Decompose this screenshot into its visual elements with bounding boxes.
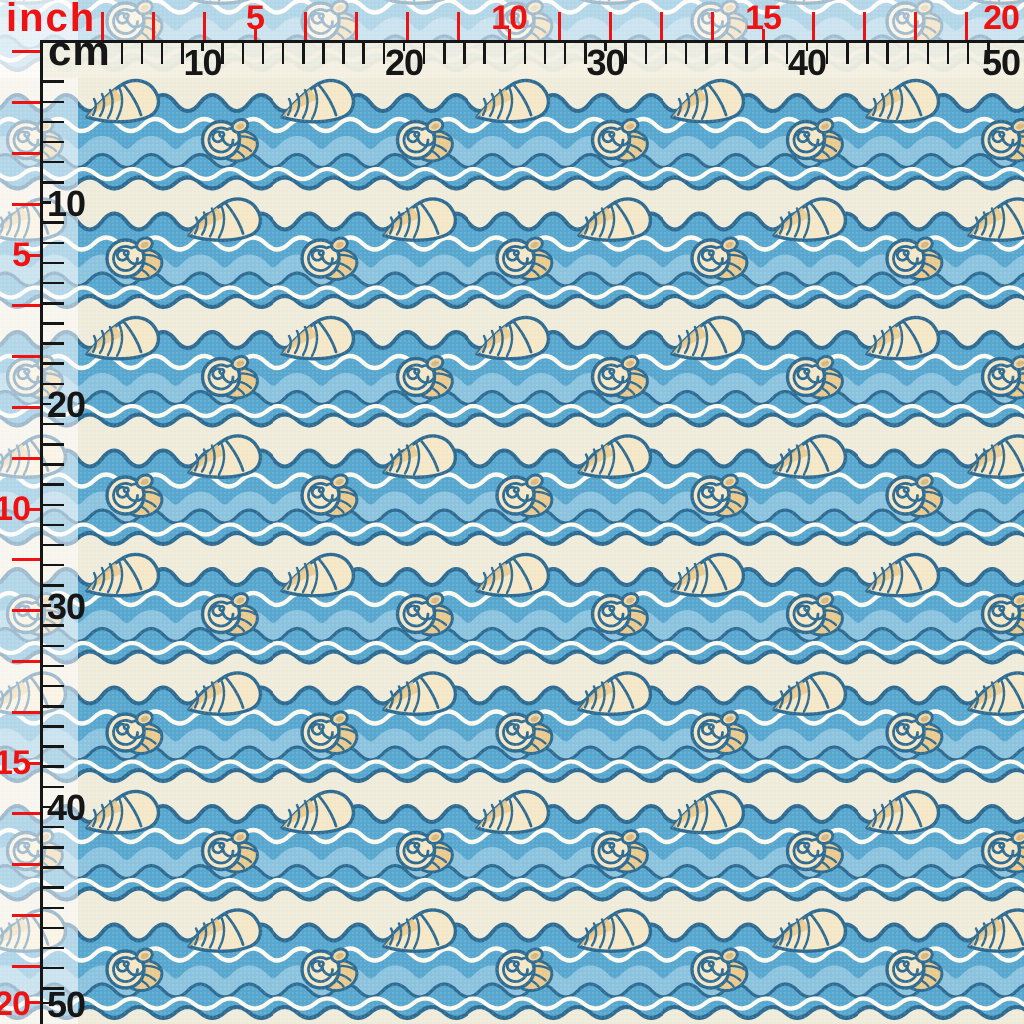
- fabric-texture: [0, 0, 1024, 1024]
- fabric-pattern-preview: inch cm 5 10 15 20 10 20 30 40 50 5 10 15 20 10 20 30 40…: [0, 0, 1024, 1024]
- fabric-canvas: [0, 0, 1024, 1024]
